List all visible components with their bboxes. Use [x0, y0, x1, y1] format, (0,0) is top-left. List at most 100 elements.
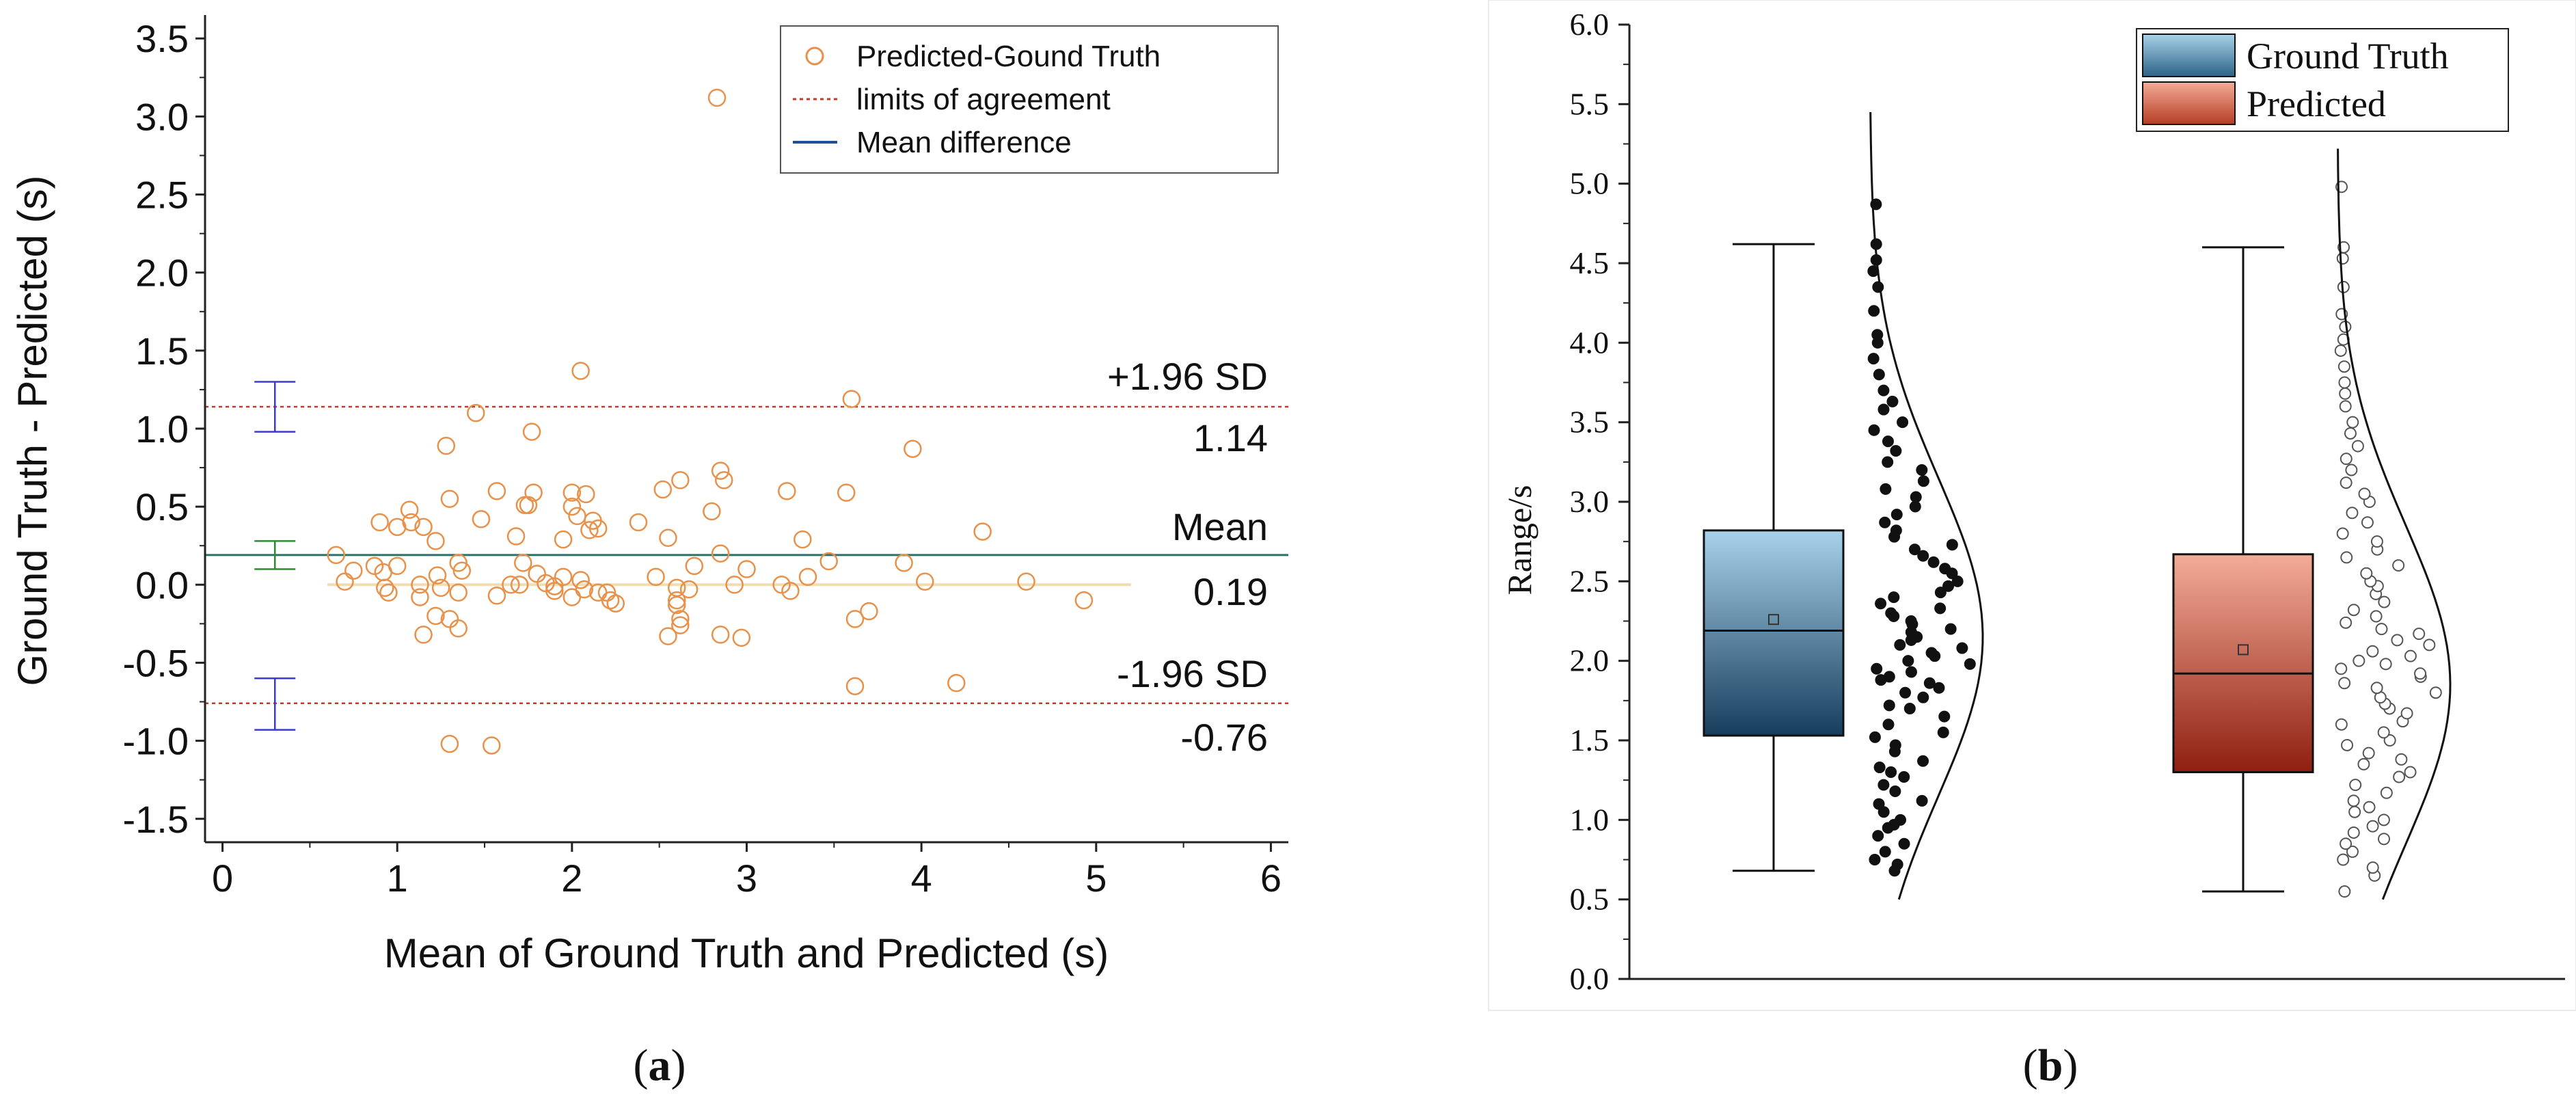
a-data-point [685, 556, 704, 576]
a-y-tick-label: -1.5 [123, 798, 189, 841]
a-data-point [400, 500, 419, 519]
b-data-point [1885, 607, 1897, 619]
b-data-point [1879, 846, 1891, 858]
a-x-tick-label: 0 [212, 857, 233, 900]
b-data-point [1877, 779, 1890, 791]
b-data-point [1898, 837, 1910, 850]
a-data-point [647, 567, 665, 587]
b-density-curve [2337, 148, 2452, 900]
b-data-point [1899, 686, 1912, 699]
a-data-point [449, 619, 467, 638]
a-data-point [327, 546, 345, 565]
a-data-point [431, 578, 450, 597]
b-data-point [2339, 387, 2352, 400]
a-data-point [737, 560, 756, 578]
a-data-point [860, 602, 878, 621]
a-data-point [671, 610, 690, 628]
b-data-point [2378, 595, 2391, 608]
b-data-point [1868, 305, 1880, 317]
a-x-axis-label: Mean of Ground Truth and Predicted (s) [384, 930, 1109, 976]
a-data-point [336, 572, 354, 591]
b-y-axis-label: Range/s [1500, 485, 1538, 595]
b-data-point [1871, 329, 1884, 341]
b-data-point [1946, 539, 1958, 551]
a-data-point [732, 628, 751, 647]
a-lower-label: -1.96 SD [1117, 652, 1268, 695]
a-y-tick-label: 3.0 [135, 95, 189, 138]
b-data-point [1873, 368, 1885, 381]
a-data-point [711, 544, 730, 563]
b-data-point [1925, 647, 1938, 659]
b-data-point [2337, 853, 2350, 866]
a-x-tick-label: 4 [911, 857, 932, 900]
a-data-point [514, 554, 532, 572]
b-panel-letter: b [2038, 1040, 2063, 1090]
a-data-point [449, 554, 467, 572]
a-data-point [653, 480, 673, 499]
b-data-point [1890, 524, 1902, 537]
b-data-point [2341, 738, 2354, 751]
a-mean-value: 0.19 [1193, 570, 1268, 613]
a-upper-value: 1.14 [1193, 416, 1268, 459]
b-y-tick-label: 1.5 [1570, 723, 1610, 757]
b-data-point [2338, 885, 2351, 898]
a-x-tick-label: 5 [1085, 857, 1107, 900]
b-data-point [2346, 416, 2359, 429]
b-y-tick-label: 4.0 [1570, 325, 1610, 360]
b-mean-marker [2238, 644, 2249, 656]
a-y-tick-label: 2.5 [135, 174, 189, 217]
a-data-point [781, 582, 800, 600]
b-y-tick-label: 4.5 [1570, 245, 1610, 280]
a-legend-box [780, 25, 1279, 174]
a-data-point [629, 513, 648, 532]
b-box [1703, 529, 1845, 737]
a-data-point [524, 483, 543, 502]
b-data-point [2370, 682, 2383, 695]
a-data-point [588, 583, 608, 602]
a-data-point [571, 362, 590, 380]
b-data-point [2413, 628, 2426, 641]
a-y-tick-label: 1.5 [135, 330, 189, 373]
a-data-point [440, 489, 459, 508]
b-data-point [2404, 766, 2417, 779]
b-data-point [1917, 475, 1929, 487]
b-data-point [2347, 604, 2360, 617]
a-data-point [671, 471, 690, 489]
b-data-point [1917, 755, 1929, 767]
b-data-point [1938, 710, 1951, 723]
b-data-point [1956, 642, 1968, 654]
b-data-point [1942, 580, 1955, 592]
b-data-point [2370, 610, 2383, 623]
b-data-point [1905, 666, 1917, 678]
b-data-point [2337, 360, 2350, 373]
b-data-point [2357, 757, 2370, 770]
a-data-point [467, 403, 485, 422]
a-data-point [711, 626, 730, 644]
b-mean-marker [1768, 614, 1779, 626]
b-data-point [2366, 645, 2379, 658]
b-data-point [1916, 794, 1928, 807]
b-data-point [2380, 786, 2393, 799]
a-data-point [667, 595, 686, 615]
a-y-tick-label: 2.0 [135, 252, 189, 295]
b-data-point [1927, 556, 1940, 568]
b-y-ticks: 0.0 0.5 1.0 1.5 2.0 2.5 3.0 3.5 4.0 4.5 5.0 5.5 6.0 [1570, 7, 1629, 996]
a-data-point [510, 576, 529, 594]
a-data-point [588, 519, 608, 538]
a-data-point [414, 518, 433, 537]
a-data-point [703, 502, 721, 521]
b-data-point [2340, 476, 2353, 489]
b-data-point [1888, 591, 1900, 604]
b-data-point [1873, 762, 1886, 774]
a-data-point [554, 530, 573, 549]
a-data-point [388, 556, 407, 576]
a-data-point [562, 497, 582, 516]
b-data-point [1934, 602, 1947, 615]
b-data-point [2377, 833, 2390, 846]
a-data-point [426, 532, 445, 550]
a-data-point [904, 440, 922, 458]
b-data-point [2348, 805, 2361, 818]
a-legend-label-limits: limits of agreement [856, 83, 1111, 116]
b-data-point [2363, 801, 2376, 814]
a-lower-value: -0.76 [1180, 716, 1268, 759]
